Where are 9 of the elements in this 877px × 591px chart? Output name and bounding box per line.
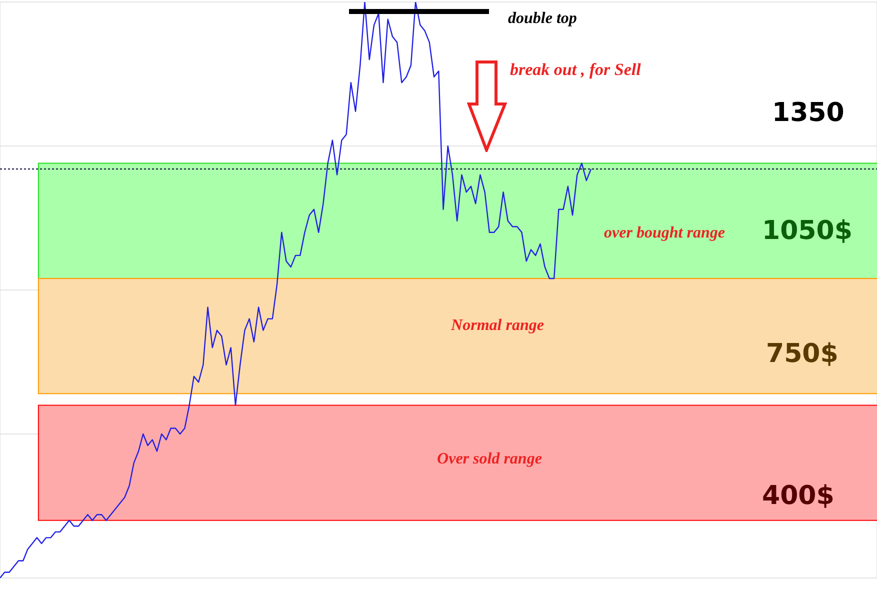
band-label: over bought range <box>604 224 725 242</box>
text: 1350 <box>772 98 844 128</box>
annotation: break out , for Sell <box>510 60 641 80</box>
band-label: Normal range <box>450 316 544 334</box>
text: 400$ <box>762 481 834 511</box>
text: 1050$ <box>762 216 852 246</box>
text: 750$ <box>766 339 838 369</box>
band-label: Over sold range <box>437 450 542 468</box>
annotation: double top <box>508 10 577 28</box>
